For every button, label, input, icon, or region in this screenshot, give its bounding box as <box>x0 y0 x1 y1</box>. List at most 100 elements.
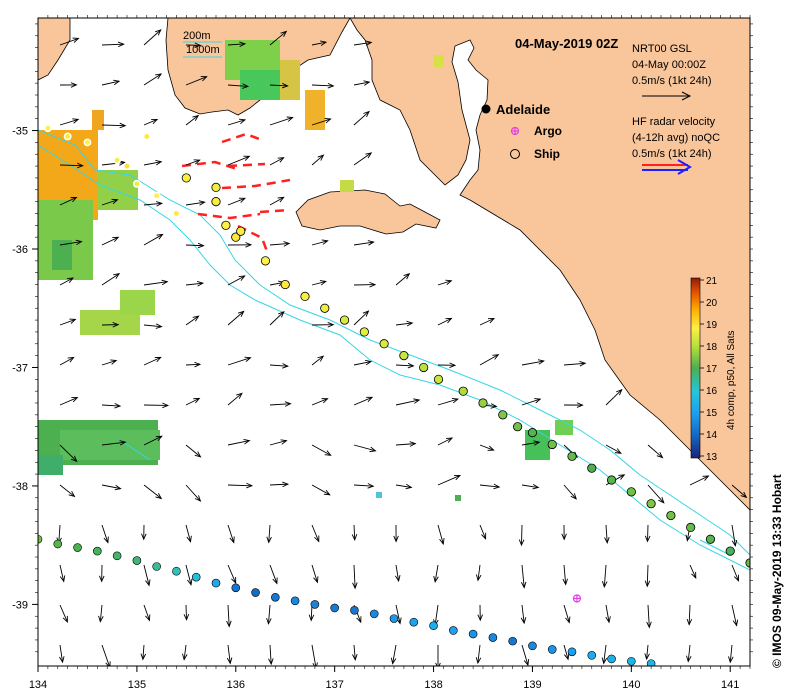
y-axis: -35 -36 -37 -38 -39 <box>12 23 753 653</box>
satellite-track <box>38 534 656 666</box>
ship-point <box>547 439 557 450</box>
ship-sst-observations <box>181 173 750 568</box>
track-point <box>508 636 517 646</box>
ship-point <box>527 428 538 438</box>
current-vectors <box>56 29 748 666</box>
coastal-point <box>113 156 122 165</box>
ship-point <box>359 327 369 337</box>
eyre-coast-fragment <box>38 18 71 81</box>
coastal-point <box>132 179 141 188</box>
ship-point <box>458 386 468 396</box>
vector-scale-legend: NRT00 GSL 04-May 00:00Z 0.5m/s (1kt 24h)… <box>632 43 720 175</box>
track-point <box>488 633 498 642</box>
track-point <box>409 617 419 627</box>
x-tick-label: 136 <box>227 679 245 691</box>
hf-title: HF radar velocity <box>632 116 716 128</box>
kangaroo-island <box>295 189 441 235</box>
isobath-200-label: 200m <box>183 30 211 42</box>
colorbar-tick: 20 <box>706 298 718 309</box>
track-point <box>290 596 300 606</box>
colorbar-tick: 19 <box>706 320 718 331</box>
ship-point <box>280 279 290 290</box>
track-point <box>607 654 616 664</box>
ship-point <box>666 510 676 521</box>
ship-point <box>587 463 597 473</box>
ship-point <box>181 173 191 183</box>
nrt-title: NRT00 GSL <box>632 43 692 55</box>
coastal-point <box>123 162 131 171</box>
hf-sub: (4-12h avg) noQC <box>632 132 720 144</box>
colorbar-tick: 18 <box>706 342 718 353</box>
ship-point <box>300 291 310 301</box>
ship-point <box>231 232 241 242</box>
track-point <box>627 656 636 666</box>
ship-point <box>498 410 508 420</box>
x-tick-label: 141 <box>721 679 739 691</box>
colorbar-label: 4h comp, p50, All Sats <box>726 330 737 430</box>
credit-text: © IMOS 09-May-2019 13:33 Hobart <box>770 474 784 668</box>
mainland-south-australia <box>349 18 750 511</box>
x-tick-label: 138 <box>424 679 442 691</box>
track-point <box>271 592 280 602</box>
argo-label: Argo <box>534 124 562 138</box>
track-point <box>547 645 557 654</box>
map-title: 04-May-2019 02Z <box>515 36 618 51</box>
colorbar-tick: 13 <box>706 452 718 463</box>
ship-point <box>260 256 271 266</box>
ship-point <box>686 522 696 532</box>
y-tick-label: -36 <box>12 244 28 256</box>
coastal-observations <box>43 124 181 218</box>
track-point <box>152 562 161 571</box>
ship-point <box>419 362 429 373</box>
x-tick-label: 134 <box>29 679 47 691</box>
nrt-scale: 0.5m/s (1kt 24h) <box>632 75 711 87</box>
track-point <box>251 588 260 597</box>
ship-point <box>478 398 488 408</box>
track-point <box>112 551 122 561</box>
ship-point <box>725 546 735 556</box>
x-tick-label: 137 <box>325 679 343 691</box>
coastal-point <box>152 191 161 200</box>
ship-point <box>221 220 231 230</box>
ship-point <box>339 315 350 325</box>
track-point <box>38 534 43 544</box>
sst-colorbar: 21 20 19 18 17 16 15 14 13 4h comp, p50, All Sat… <box>690 276 737 463</box>
ship-point <box>236 226 246 236</box>
colorbar-tick: 21 <box>706 276 718 287</box>
track-point <box>132 556 142 565</box>
isobath-1000-label: 1000m <box>186 44 220 56</box>
ship-point <box>626 487 636 497</box>
y-tick-label: -35 <box>12 126 28 138</box>
track-point <box>369 609 379 619</box>
coastal-point <box>83 138 92 147</box>
track-point <box>389 614 399 623</box>
ship-point <box>513 422 523 432</box>
track-point <box>449 626 458 635</box>
x-tick-label: 135 <box>128 679 146 691</box>
argo-float-marker <box>572 594 582 603</box>
ship-point <box>606 475 617 485</box>
track-point <box>330 603 339 613</box>
ship-point <box>211 182 221 193</box>
track-point <box>53 539 63 549</box>
marker-legend: Adelaide Argo Ship <box>481 102 562 161</box>
x-axis: 134 135 136 137 138 139 140 141 <box>29 15 751 691</box>
colorbar-tick: 16 <box>706 386 718 397</box>
argo-legend-icon <box>510 126 520 136</box>
plot-area <box>38 18 750 666</box>
track-point <box>231 583 241 593</box>
coastal-point <box>172 209 181 218</box>
adelaide-marker <box>481 104 491 114</box>
track-point <box>468 629 478 639</box>
track-point <box>587 651 597 660</box>
track-point <box>528 641 537 651</box>
ship-point <box>705 534 716 544</box>
ship-point <box>211 197 221 207</box>
x-tick-label: 140 <box>622 679 640 691</box>
track-point <box>646 659 656 666</box>
ship-point <box>567 451 577 461</box>
track-point <box>310 600 320 609</box>
ship-point <box>646 499 656 509</box>
nrt-date: 04-May 00:00Z <box>632 59 706 71</box>
